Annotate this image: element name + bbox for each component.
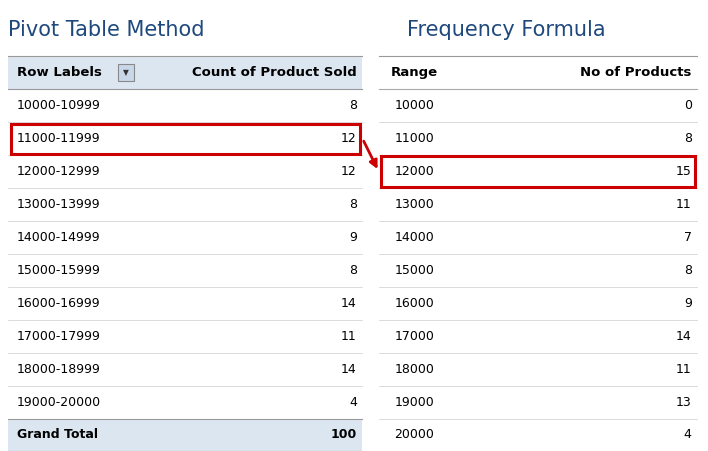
Text: 14: 14 — [676, 330, 692, 343]
Text: 11: 11 — [676, 198, 692, 211]
Text: Pivot Table Method: Pivot Table Method — [8, 20, 205, 40]
Text: 100: 100 — [331, 428, 357, 442]
Text: 19000: 19000 — [394, 396, 434, 409]
Text: Count of Product Sold: Count of Product Sold — [192, 66, 357, 79]
FancyBboxPatch shape — [8, 419, 362, 451]
Text: 8: 8 — [684, 264, 692, 277]
Text: 16000-16999: 16000-16999 — [17, 297, 101, 310]
Text: No of Products: No of Products — [581, 66, 692, 79]
Text: 14000: 14000 — [394, 231, 434, 244]
Text: 20000: 20000 — [394, 428, 434, 442]
Text: 13000-13999: 13000-13999 — [17, 198, 101, 211]
Text: 9: 9 — [684, 297, 692, 310]
FancyBboxPatch shape — [8, 56, 362, 89]
Text: 12000: 12000 — [394, 165, 434, 178]
Text: 14: 14 — [341, 363, 357, 376]
Text: 0: 0 — [684, 99, 692, 112]
Text: 7: 7 — [684, 231, 692, 244]
Text: Row Labels: Row Labels — [17, 66, 102, 79]
Text: 8: 8 — [684, 132, 692, 145]
Text: 15000: 15000 — [394, 264, 434, 277]
Text: 11: 11 — [341, 330, 357, 343]
Text: 11000-11999: 11000-11999 — [17, 132, 101, 145]
Text: Range: Range — [391, 66, 438, 79]
Text: Grand Total: Grand Total — [17, 428, 98, 442]
Text: 10000-10999: 10000-10999 — [17, 99, 101, 112]
Text: 8: 8 — [349, 198, 357, 211]
Text: 17000: 17000 — [394, 330, 434, 343]
Text: Frequency Formula: Frequency Formula — [407, 20, 606, 40]
Text: 13: 13 — [676, 396, 692, 409]
Text: 9: 9 — [349, 231, 357, 244]
Text: 4: 4 — [684, 428, 692, 442]
Text: 15: 15 — [676, 165, 692, 178]
Text: ▼: ▼ — [123, 69, 129, 77]
Text: 13000: 13000 — [394, 198, 434, 211]
Text: 8: 8 — [349, 99, 357, 112]
Text: 12000-12999: 12000-12999 — [17, 165, 101, 178]
Text: 17000-17999: 17000-17999 — [17, 330, 101, 343]
Text: 10000: 10000 — [394, 99, 434, 112]
Text: 11: 11 — [676, 363, 692, 376]
FancyBboxPatch shape — [118, 64, 134, 81]
Text: 12: 12 — [341, 132, 357, 145]
Text: 18000-18999: 18000-18999 — [17, 363, 101, 376]
Text: 12: 12 — [341, 165, 357, 178]
Text: 14000-14999: 14000-14999 — [17, 231, 101, 244]
Text: 18000: 18000 — [394, 363, 434, 376]
Text: 11000: 11000 — [394, 132, 434, 145]
Text: 8: 8 — [349, 264, 357, 277]
Text: 15000-15999: 15000-15999 — [17, 264, 101, 277]
Text: 4: 4 — [349, 396, 357, 409]
Text: 14: 14 — [341, 297, 357, 310]
Text: 19000-20000: 19000-20000 — [17, 396, 101, 409]
Text: 16000: 16000 — [394, 297, 434, 310]
